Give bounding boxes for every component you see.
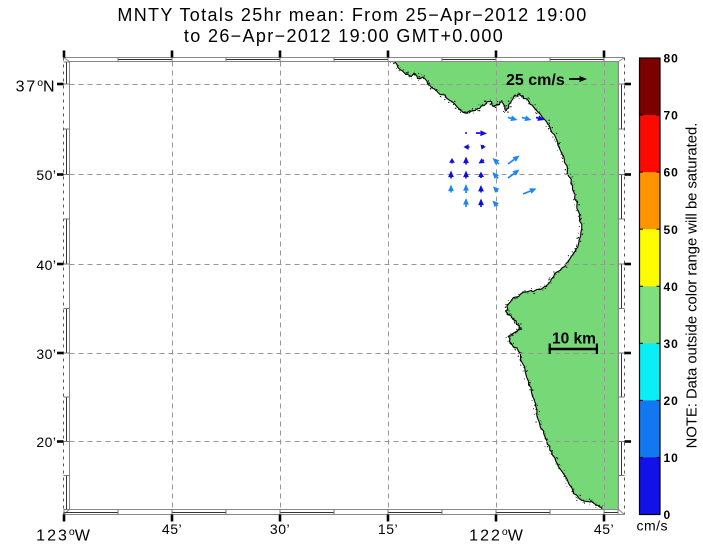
svg-text:20: 20 <box>664 394 679 408</box>
svg-text:NOTE: Data outside color range: NOTE: Data outside color range will be s… <box>685 123 701 449</box>
svg-text:10 km: 10 km <box>552 331 596 348</box>
svg-text:70: 70 <box>664 109 679 123</box>
svg-text:60: 60 <box>664 166 679 180</box>
svg-text:10: 10 <box>664 451 679 465</box>
svg-text:25 cm/s: 25 cm/s <box>506 72 565 89</box>
svg-text:40: 40 <box>664 280 679 294</box>
svg-text:30: 30 <box>664 337 679 351</box>
svg-text:50: 50 <box>664 223 679 237</box>
svg-text:80: 80 <box>664 52 679 66</box>
